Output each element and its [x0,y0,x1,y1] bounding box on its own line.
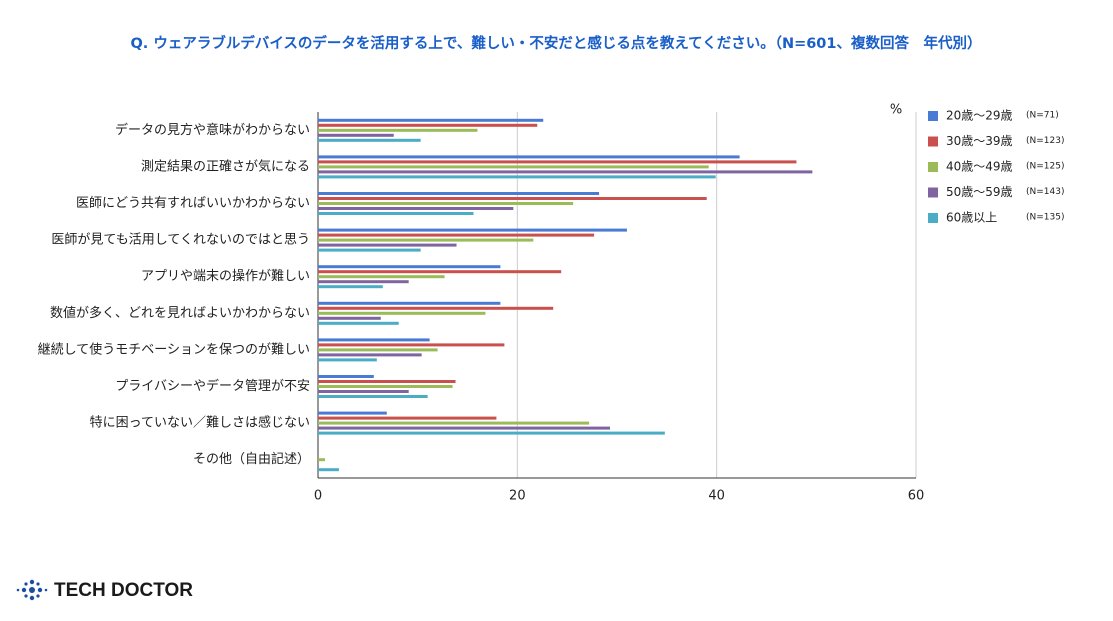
bar [318,170,813,174]
bar [318,411,387,415]
bar [318,301,501,305]
bar [318,380,456,383]
bar [318,270,562,274]
bar [318,233,595,237]
bar [318,285,383,289]
legend-label: 30歳〜39歳 [946,134,1013,148]
bar [318,265,501,269]
bar [318,238,534,242]
chart-title: Q. ウェアラブルデバイスのデータを活用する上で、難しい・不安だと感じる点を教え… [130,34,981,52]
bar [318,416,497,420]
bar [318,133,394,137]
bar [318,192,600,195]
legend-n: (N=135) [1026,213,1064,223]
bar [318,243,457,247]
y-tick-label: 測定結果の正確さが気になる [141,158,310,174]
bar [318,306,554,310]
logo-icon [16,579,48,601]
legend-swatch [928,136,938,147]
x-tick-label: 20 [509,489,526,504]
legend-label: 50歳〜59歳 [946,185,1013,199]
y-tick-label: アプリや端末の操作が難しい [141,268,310,284]
y-tick-label: 医師にどう共有すればいいかわからない [76,196,310,211]
bar [318,353,422,357]
legend-n: (N=71) [1026,111,1059,121]
bar [318,123,538,127]
bar [318,348,438,352]
bar [318,431,665,435]
bar [318,390,409,393]
legend-swatch [928,213,938,223]
bar [318,202,574,205]
y-tick-label: 特に困っていない／難しさは感じない [90,415,310,431]
bar [318,207,514,210]
bar [318,155,740,159]
y-tick-label: 数値が多く、どれを見ればよいかわからない [50,305,310,321]
y-tick-label: 医師が見ても活用してくれないのではと思う [51,233,310,248]
bar [318,385,453,388]
bar [318,212,474,215]
bar [318,228,627,232]
bar [318,316,381,320]
legend-n: (N=123) [1026,136,1064,146]
x-tick-label: 0 [314,489,322,504]
bar [318,395,428,398]
legend-label: 20歳〜29歳 [946,109,1013,123]
bar [318,160,797,164]
bar [318,248,421,252]
bar [318,421,590,425]
legend-swatch [928,162,938,172]
bar [318,175,716,179]
bar [318,321,399,325]
legend-label: 40歳〜49歳 [946,160,1013,174]
bar [318,343,505,347]
x-tick-label: 60 [908,489,925,504]
bar [318,311,486,315]
bar [318,468,339,472]
legend-n: (N=125) [1026,162,1064,172]
legend-label: 60歳以上 [946,211,997,225]
bar [318,138,421,142]
bar [318,197,707,200]
bar [318,128,478,132]
bar [318,165,709,169]
bar [318,458,325,462]
bar [318,426,611,430]
bar [318,338,430,342]
y-tick-label: データの見方や意味がわからない [115,122,310,138]
logo-text: TECH DOCTOR [54,580,193,601]
y-tick-label: 継続して使うモチベーションを保つのが難しい [38,341,310,357]
legend-n: (N=143) [1026,187,1064,197]
unit-label: % [890,103,902,118]
bar [318,275,445,279]
y-tick-label: プライバシーやデータ管理が不安 [115,378,310,394]
x-tick-label: 40 [708,489,725,504]
bar [318,118,544,122]
bar [318,375,374,378]
y-tick-label: その他（自由記述） [193,451,310,467]
legend-swatch [928,187,938,198]
bar [318,358,377,362]
bar [318,280,409,284]
legend-swatch [928,111,938,121]
